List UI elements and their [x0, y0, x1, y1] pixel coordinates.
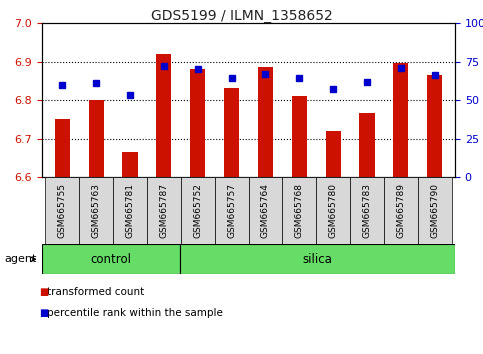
Bar	[180, 244, 455, 274]
Text: silica: silica	[302, 253, 332, 266]
Bar	[147, 177, 181, 244]
Text: transformed count: transformed count	[47, 287, 144, 297]
Text: control: control	[90, 253, 131, 266]
Text: GSM665755: GSM665755	[58, 183, 67, 238]
Text: agent: agent	[5, 254, 37, 264]
Bar	[214, 177, 249, 244]
Text: percentile rank within the sample: percentile rank within the sample	[47, 308, 223, 318]
Text: ■: ■	[40, 308, 49, 318]
Bar	[79, 177, 113, 244]
Bar	[156, 54, 171, 177]
Text: GSM665780: GSM665780	[328, 183, 338, 238]
Bar	[326, 131, 341, 177]
Bar	[393, 63, 409, 177]
Text: GSM665783: GSM665783	[362, 183, 371, 238]
Bar	[113, 177, 147, 244]
Bar	[249, 177, 283, 244]
Bar	[122, 152, 138, 177]
Bar	[384, 177, 418, 244]
Text: GSM665790: GSM665790	[430, 183, 439, 238]
Text: GSM665752: GSM665752	[193, 183, 202, 238]
Bar	[55, 119, 70, 177]
Bar	[181, 177, 214, 244]
Text: GSM665787: GSM665787	[159, 183, 169, 238]
Bar	[316, 177, 350, 244]
Bar	[258, 67, 273, 177]
Bar	[42, 244, 180, 274]
Text: GSM665789: GSM665789	[397, 183, 405, 238]
Text: GSM665764: GSM665764	[261, 183, 270, 238]
Bar	[292, 96, 307, 177]
Bar	[224, 88, 239, 177]
Text: ■: ■	[40, 287, 49, 297]
Bar	[190, 69, 205, 177]
Text: GSM665757: GSM665757	[227, 183, 236, 238]
Text: GDS5199 / ILMN_1358652: GDS5199 / ILMN_1358652	[151, 9, 332, 23]
Bar	[45, 177, 79, 244]
Bar	[350, 177, 384, 244]
Text: GSM665781: GSM665781	[126, 183, 135, 238]
Bar	[427, 75, 442, 177]
Bar	[283, 177, 316, 244]
Text: GSM665763: GSM665763	[92, 183, 100, 238]
Text: GSM665768: GSM665768	[295, 183, 304, 238]
Bar	[418, 177, 452, 244]
Bar	[359, 114, 375, 177]
Bar	[88, 100, 104, 177]
